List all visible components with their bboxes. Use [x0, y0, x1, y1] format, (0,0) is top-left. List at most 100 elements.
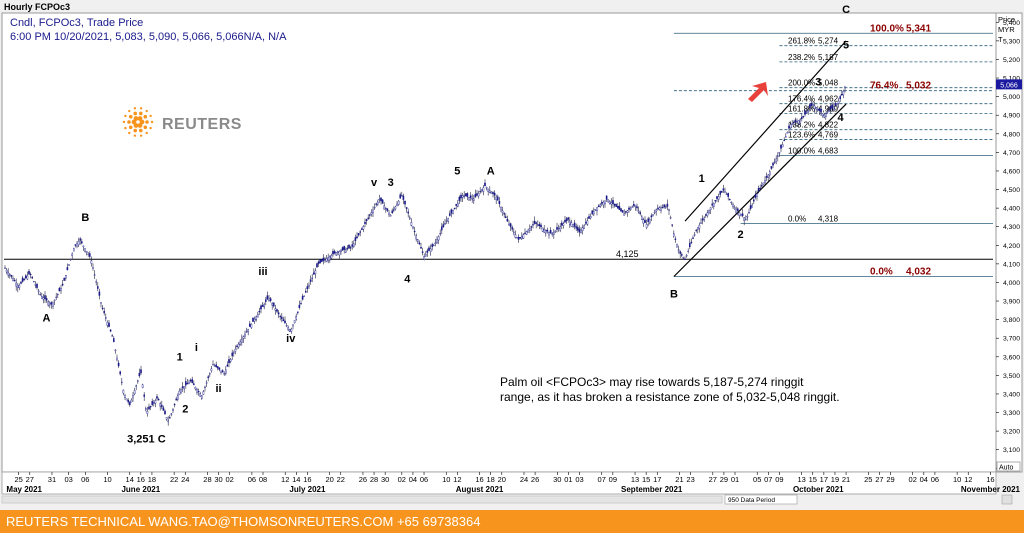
x-tick-label: 14	[292, 475, 300, 484]
candle-body	[529, 228, 531, 231]
candle-body	[604, 200, 606, 205]
candle-body	[202, 391, 205, 395]
price-axis-header-2: MYR	[998, 25, 1015, 34]
candle-body	[490, 191, 493, 194]
candle-body	[465, 193, 467, 197]
x-tick-label: 07	[598, 475, 606, 484]
candle-body	[471, 198, 474, 200]
candle-body	[473, 198, 475, 201]
y-tick-label: 4,900	[1003, 113, 1020, 120]
candle-body	[705, 214, 707, 216]
candle-body	[306, 286, 309, 289]
x-tick-label: 27	[875, 475, 883, 484]
x-tick-label: 16	[475, 475, 483, 484]
fib-level-pct: 0.0%	[788, 214, 806, 223]
candle-body	[93, 274, 96, 276]
candle-body	[274, 308, 277, 311]
candle-body	[111, 335, 113, 337]
y-tick-label: 3,300	[1003, 410, 1020, 417]
candle-body	[133, 390, 136, 395]
candle-body	[394, 206, 397, 210]
candle-body	[386, 208, 389, 211]
logo-dot	[139, 119, 145, 125]
candle-body	[706, 212, 709, 217]
candle-body	[621, 210, 624, 213]
candle-body	[319, 259, 322, 263]
x-tick-label: 28	[370, 475, 378, 484]
candle-body	[164, 410, 166, 415]
candle-body	[773, 161, 776, 164]
wave-label: B	[670, 288, 678, 300]
x-tick-label: 17	[820, 475, 828, 484]
candle-body	[28, 271, 30, 275]
candle-body	[743, 217, 745, 221]
candle-body	[186, 383, 189, 385]
candle-body	[770, 166, 773, 169]
candle-body	[596, 207, 598, 212]
settings-button[interactable]	[1001, 494, 1013, 505]
candle-body	[353, 243, 355, 247]
candle-body	[31, 276, 34, 279]
candle-body	[140, 369, 142, 374]
candle-body	[130, 399, 133, 403]
candle-body	[45, 298, 48, 301]
candle-body	[519, 237, 521, 239]
horizontal-scrollbar[interactable]	[1, 495, 723, 504]
x-tick-label: 09	[609, 475, 617, 484]
candle-body	[151, 401, 154, 405]
candle-body	[692, 237, 694, 239]
candle-body	[466, 193, 469, 197]
up-arrow-icon	[748, 82, 768, 102]
candle-body	[674, 238, 677, 240]
candle-body	[837, 100, 840, 104]
x-tick-label: 16	[303, 475, 311, 484]
candle-body	[260, 305, 262, 310]
candle-body	[263, 303, 266, 308]
candle-body	[634, 204, 637, 208]
candle-body	[461, 195, 464, 198]
candle-body	[655, 209, 657, 212]
candle-body	[735, 209, 737, 214]
candle-body	[157, 399, 160, 401]
candle-body	[178, 390, 181, 395]
candle-body	[597, 205, 600, 207]
candle-body	[361, 228, 363, 230]
candle-body	[812, 104, 814, 106]
price-axis-header-3: T	[998, 35, 1003, 44]
candle-body	[676, 244, 678, 248]
candle-body	[815, 107, 817, 110]
wave-label: C	[842, 4, 850, 16]
candle-body	[516, 237, 518, 239]
time-axis: 25 27 31 03 06 10 14 16 18 22 24 28 30 02 06 08 12 14 16 20…	[1, 471, 1021, 495]
candle-body	[348, 244, 350, 249]
candle-body	[753, 199, 755, 202]
candle-body	[36, 284, 38, 288]
candle-body	[385, 207, 387, 210]
candle-body	[71, 253, 73, 257]
candle-body	[373, 207, 376, 209]
candle-body	[455, 203, 458, 206]
y-tick-label: 3,100	[1003, 447, 1020, 454]
fib-level-value: 5,341	[906, 23, 931, 34]
candle-body	[549, 229, 552, 234]
wave-label: 2	[737, 229, 743, 241]
candle-body	[441, 226, 443, 231]
logo-dot	[133, 111, 138, 116]
candle-body	[410, 222, 413, 226]
logo-dot	[145, 131, 148, 135]
candle-body	[210, 368, 213, 371]
candle-body	[173, 403, 176, 406]
candle-body	[452, 210, 454, 214]
candle-body	[76, 243, 78, 247]
candle-body	[234, 348, 237, 352]
candle-body	[162, 407, 165, 411]
candle-body	[468, 196, 470, 201]
candle-body	[521, 236, 523, 239]
candle-body	[487, 188, 490, 193]
auto-scale-button[interactable]	[996, 461, 1021, 472]
candle-body	[208, 373, 211, 375]
candle-body	[479, 191, 482, 193]
candle-body	[805, 112, 808, 114]
wave-label: i	[195, 342, 198, 354]
